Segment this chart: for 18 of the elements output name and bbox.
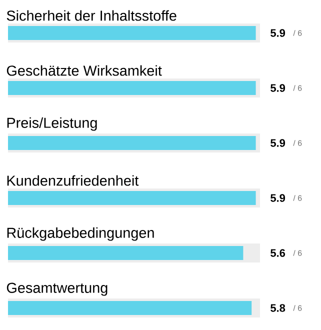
bar	[8, 81, 256, 96]
data-label: 5.9	[270, 84, 286, 92]
data-label: 5.9	[270, 139, 286, 147]
bar	[8, 191, 256, 206]
bar	[8, 26, 256, 40]
data-label: 5.8	[270, 304, 286, 312]
data-label: 5.9	[270, 29, 286, 37]
y-tick-label: Gesamtwertung	[6, 282, 108, 296]
data-label: 5.6	[270, 249, 286, 257]
y-tick-label: Kundenzufriedenheit	[7, 175, 139, 186]
bar	[8, 136, 256, 150]
bar	[8, 301, 252, 316]
data-label: 5.9	[270, 194, 286, 202]
y-tick-label: Rückgabebedingungen	[7, 227, 154, 241]
y-tick-label: Geschätzte Wirksamkeit	[6, 65, 162, 76]
bar	[8, 246, 244, 260]
y-tick-label: Sicherheit der Inhaltsstoffe	[6, 10, 176, 21]
y-tick-label: Preis/Leistung	[7, 117, 97, 131]
